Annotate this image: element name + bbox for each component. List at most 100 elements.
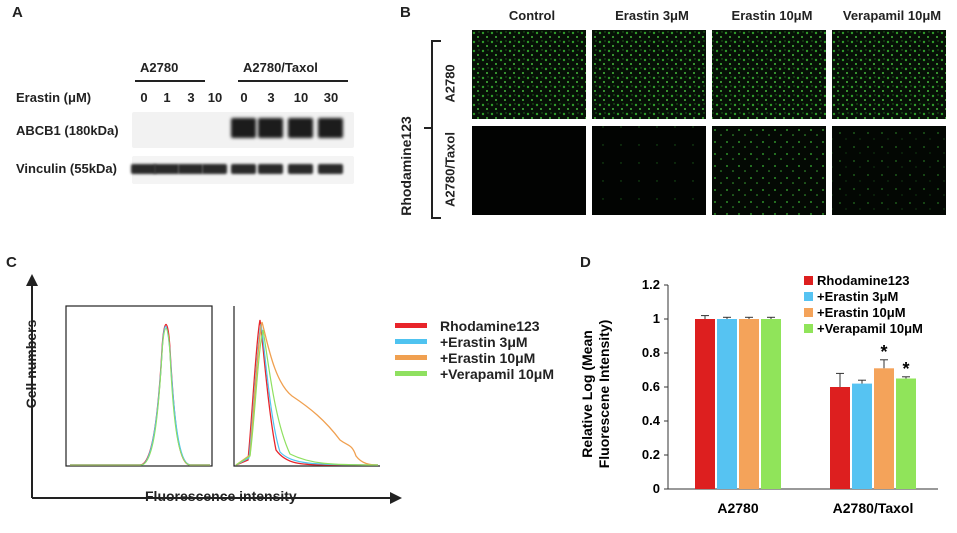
- vinculin-band: [202, 164, 227, 174]
- panel-letter-c: C: [6, 254, 17, 271]
- legend-label: Rhodamine123: [440, 318, 540, 334]
- bar: [695, 319, 715, 489]
- vinculin-band: [318, 164, 343, 174]
- y-axis-label-cell-numbers: Cell numbers: [23, 319, 39, 409]
- micrograph-taxol-erastin-3: [592, 126, 706, 215]
- col-label-control: Control: [508, 8, 556, 23]
- x-axis-arrow-head: [390, 492, 402, 504]
- row-label-wrap-2: A2780/Taxol: [440, 124, 462, 216]
- legend-swatch: [804, 276, 813, 285]
- micrograph-a2780-erastin-3: [592, 30, 706, 119]
- dose-value: 3: [187, 90, 195, 105]
- group-label-a2780: A2780: [140, 60, 179, 75]
- bar: [761, 319, 781, 489]
- micrograph-taxol-control: [472, 126, 586, 215]
- legend-swatch: [395, 371, 427, 376]
- legend-swatch: [804, 324, 813, 333]
- dose-value: 30: [323, 90, 339, 105]
- bar: [830, 387, 850, 489]
- micrograph-taxol-verapamil-10: [832, 126, 946, 215]
- bar: [852, 383, 872, 489]
- side-label-rhodamine: Rhodamine123: [398, 116, 414, 216]
- vinculin-band: [131, 164, 156, 174]
- significance-mark: *: [880, 342, 887, 362]
- bar: [739, 319, 759, 489]
- legend-swatch: [395, 339, 427, 344]
- legend-label: +Erastin 3μM: [440, 334, 528, 350]
- row-label-vinculin: Vinculin (55kDa): [16, 161, 117, 176]
- legend-label: Rhodamine123: [817, 273, 909, 288]
- histogram-frame-left: [65, 305, 213, 467]
- curve-left-erastin-3: [70, 326, 210, 466]
- x-axis-label-fluorescence: Fluorescence intensity: [145, 488, 297, 504]
- abcb1-band: [178, 118, 203, 128]
- vinculin-band: [231, 164, 256, 174]
- row-label-abcb1: ABCB1 (180kDa): [16, 123, 119, 138]
- micrograph-a2780-erastin-10: [712, 30, 826, 119]
- abcb1-band: [318, 118, 343, 138]
- dose-value: 0: [140, 90, 148, 105]
- curve-left-rhodamine: [70, 324, 210, 466]
- y-tick-label: 0.4: [642, 413, 661, 428]
- y-axis-label-line1: Relative Log (Mean: [579, 330, 595, 458]
- significance-mark: *: [902, 359, 909, 379]
- abcb1-band: [288, 118, 313, 138]
- col-label-erastin-3: Erastin 3μM: [615, 8, 689, 23]
- micrograph-taxol-erastin-10: [712, 126, 826, 215]
- x-category-label: A2780/Taxol: [833, 500, 914, 516]
- curve-left-verapamil: [70, 328, 210, 466]
- row-label-a2780-taxol: A2780/Taxol: [442, 132, 458, 207]
- erastin-dose-label: Erastin (μM): [16, 90, 92, 105]
- dose-value: 10: [293, 90, 309, 105]
- y-tick-label: 0: [653, 481, 660, 496]
- bar-chart: Relative Log (Mean Fluorescene Intensity…: [579, 273, 938, 516]
- col-label-erastin-10: Erastin 10μM: [731, 8, 813, 23]
- side-label-wrap: Rhodamine123: [396, 116, 420, 216]
- bar: [717, 319, 737, 489]
- legend-label: +Verapamil 10μM: [440, 366, 555, 382]
- vinculin-band: [258, 164, 283, 174]
- micrograph-a2780-verapamil-10: [832, 30, 946, 119]
- bar: [896, 378, 916, 489]
- group-underline-a2780: [135, 80, 205, 82]
- legend-swatch: [395, 355, 427, 360]
- micrograph-a2780-control: [472, 30, 586, 119]
- legend-label: +Erastin 3μM: [817, 289, 898, 304]
- dose-value: 0: [240, 90, 248, 105]
- panel-letter-d: D: [580, 254, 591, 271]
- curve-right-rhodamine: [235, 319, 378, 466]
- legend-swatch: [804, 308, 813, 317]
- dose-value: 10: [207, 90, 223, 105]
- y-tick-label: 1.2: [642, 277, 660, 292]
- bar: [874, 368, 894, 489]
- y-tick-label: 1: [653, 311, 660, 326]
- vinculin-band: [288, 164, 313, 174]
- legend-label: +Verapamil 10μM: [817, 321, 923, 336]
- group-underline-a2780-taxol: [238, 80, 348, 82]
- y-axis-arrow-head: [26, 274, 38, 286]
- flow-histograms: [26, 274, 402, 504]
- y-tick-label: 0.8: [642, 345, 660, 360]
- curve-right-verapamil: [235, 329, 379, 466]
- legend-label: +Erastin 10μM: [817, 305, 906, 320]
- abcb1-band: [231, 118, 256, 138]
- curve-right-erastin-10: [235, 321, 379, 466]
- row-bracket: [431, 40, 441, 219]
- x-category-label: A2780: [717, 500, 758, 516]
- abcb1-band: [202, 118, 227, 128]
- row-label-wrap-1: A2780: [440, 40, 462, 130]
- group-label-a2780-taxol: A2780/Taxol: [243, 60, 318, 75]
- dose-value: 1: [163, 90, 171, 105]
- vinculin-band: [178, 164, 203, 174]
- abcb1-band: [154, 118, 179, 128]
- legend-swatch: [395, 323, 427, 328]
- row-label-a2780: A2780: [442, 64, 458, 103]
- panel-letter-b: B: [400, 4, 411, 21]
- y-tick-label: 0.6: [642, 379, 660, 394]
- y-axis-label-line2: Fluorescene Intensity): [596, 320, 612, 469]
- legend-swatch: [804, 292, 813, 301]
- abcb1-band: [131, 118, 156, 128]
- micrograph-grid: [472, 30, 946, 215]
- col-label-verapamil-10: Verapamil 10μM: [842, 8, 942, 23]
- panel-letter-a: A: [12, 4, 23, 21]
